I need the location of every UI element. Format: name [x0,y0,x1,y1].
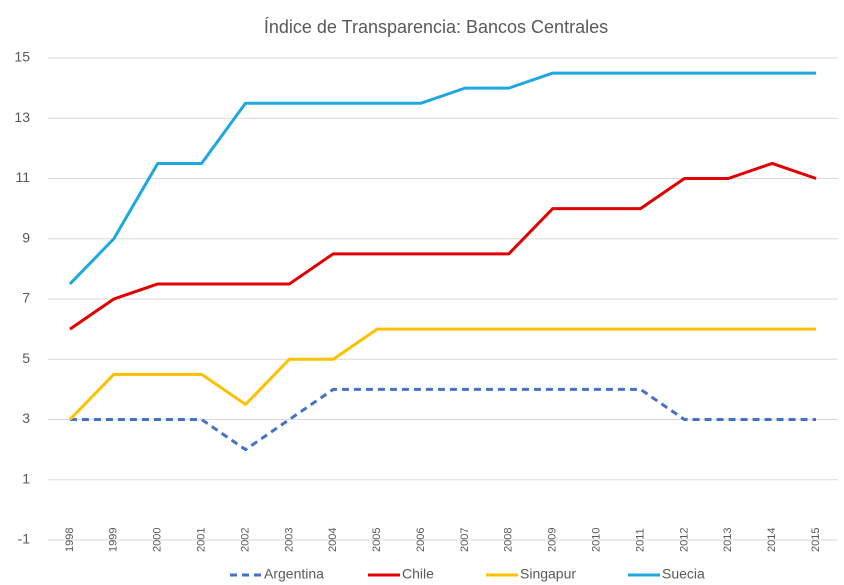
series-line [68,327,817,421]
x-tick-label: 2008 [503,528,515,552]
y-tick-label: -1 [18,531,31,547]
x-tick-label: 2003 [283,528,295,552]
legend-label: Argentina [264,566,324,582]
y-tick-label: 3 [22,410,30,426]
x-tick-label: 2011 [634,528,646,552]
y-tick-label: 9 [22,229,30,245]
y-tick-label: 15 [14,49,30,65]
series-line [69,161,817,331]
chart-title: Índice de Transparencia: Bancos Centrale… [264,17,608,37]
legend-label: Chile [402,566,434,582]
x-tick-label: 2007 [459,528,471,552]
x-tick-label: 2012 [678,528,690,552]
x-tick-label: 2013 [722,528,734,552]
x-tick-label: 2010 [591,528,603,552]
x-tick-label: 2001 [196,528,208,552]
x-tick-label: 2004 [327,528,339,552]
y-tick-label: 11 [15,169,30,185]
series-line [69,387,817,452]
x-tick-label: 1998 [64,528,76,552]
y-tick-label: 13 [14,109,30,125]
x-tick-label: 1999 [108,528,120,552]
x-tick-label: 2002 [239,528,251,552]
x-tick-label: 2009 [547,528,559,552]
x-tick-label: 2006 [415,528,427,552]
y-tick-label: 1 [22,470,30,486]
series-line [68,71,817,285]
legend-label: Suecia [662,566,705,582]
x-tick-label: 2015 [810,528,822,552]
x-tick-label: 2000 [152,528,164,552]
x-tick-label: 2005 [371,528,383,552]
y-tick-label: 5 [22,350,30,366]
x-tick-label: 2014 [766,528,778,552]
legend-label: Singapur [520,566,576,582]
y-tick-label: 7 [22,290,30,306]
